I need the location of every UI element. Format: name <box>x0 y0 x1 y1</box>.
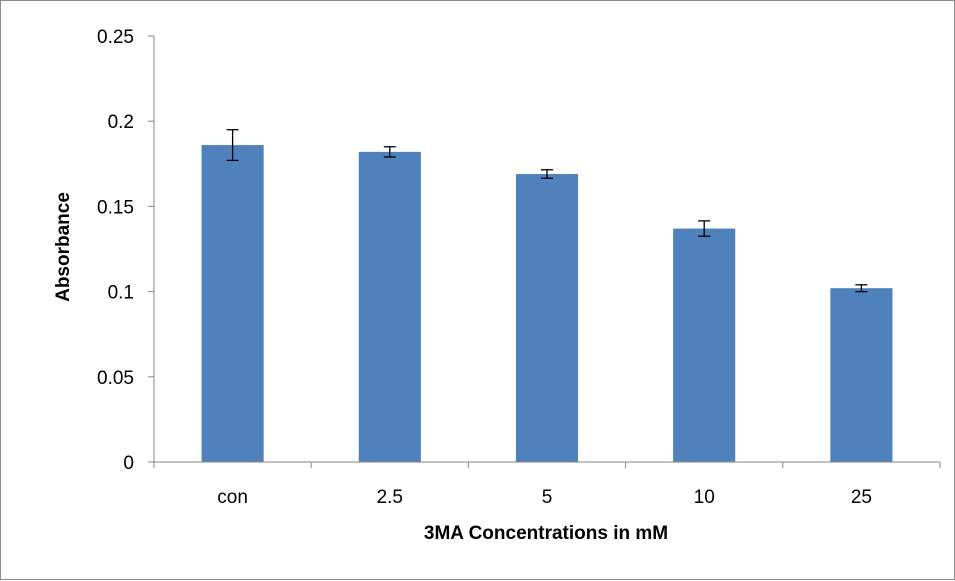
y-axis-title: Absorbance <box>53 192 74 302</box>
y-tick-label: 0.15 <box>97 197 134 218</box>
bar <box>830 288 893 462</box>
y-tick-label: 0.05 <box>97 368 134 389</box>
bars-group <box>201 145 893 463</box>
x-axis-ticks: con 2.5 5 10 25 <box>153 462 941 508</box>
bar <box>358 151 421 462</box>
y-axis-ticks: 0 0.05 0.1 0.15 0.2 0.25 <box>97 27 154 474</box>
x-axis-title: 3MA Concentrations in mM <box>424 523 668 544</box>
error-bar <box>226 129 239 162</box>
bar <box>515 174 579 463</box>
bar <box>673 228 736 462</box>
x-tick-label: 10 <box>694 487 715 508</box>
y-tick-label: 0.1 <box>108 283 134 304</box>
error-bars-group <box>226 129 868 293</box>
x-tick-label: 25 <box>851 487 872 508</box>
y-tick-label: 0.2 <box>108 112 134 133</box>
error-bar <box>855 284 868 293</box>
x-tick-label: con <box>217 487 248 508</box>
error-bar <box>383 146 396 158</box>
x-tick-label: 2.5 <box>377 487 403 508</box>
error-bar <box>698 220 711 237</box>
bar <box>201 145 264 462</box>
y-tick-label: 0 <box>123 453 134 474</box>
x-tick-label: 5 <box>542 487 553 508</box>
error-bar <box>541 169 553 179</box>
y-tick-label: 0.25 <box>97 27 134 48</box>
